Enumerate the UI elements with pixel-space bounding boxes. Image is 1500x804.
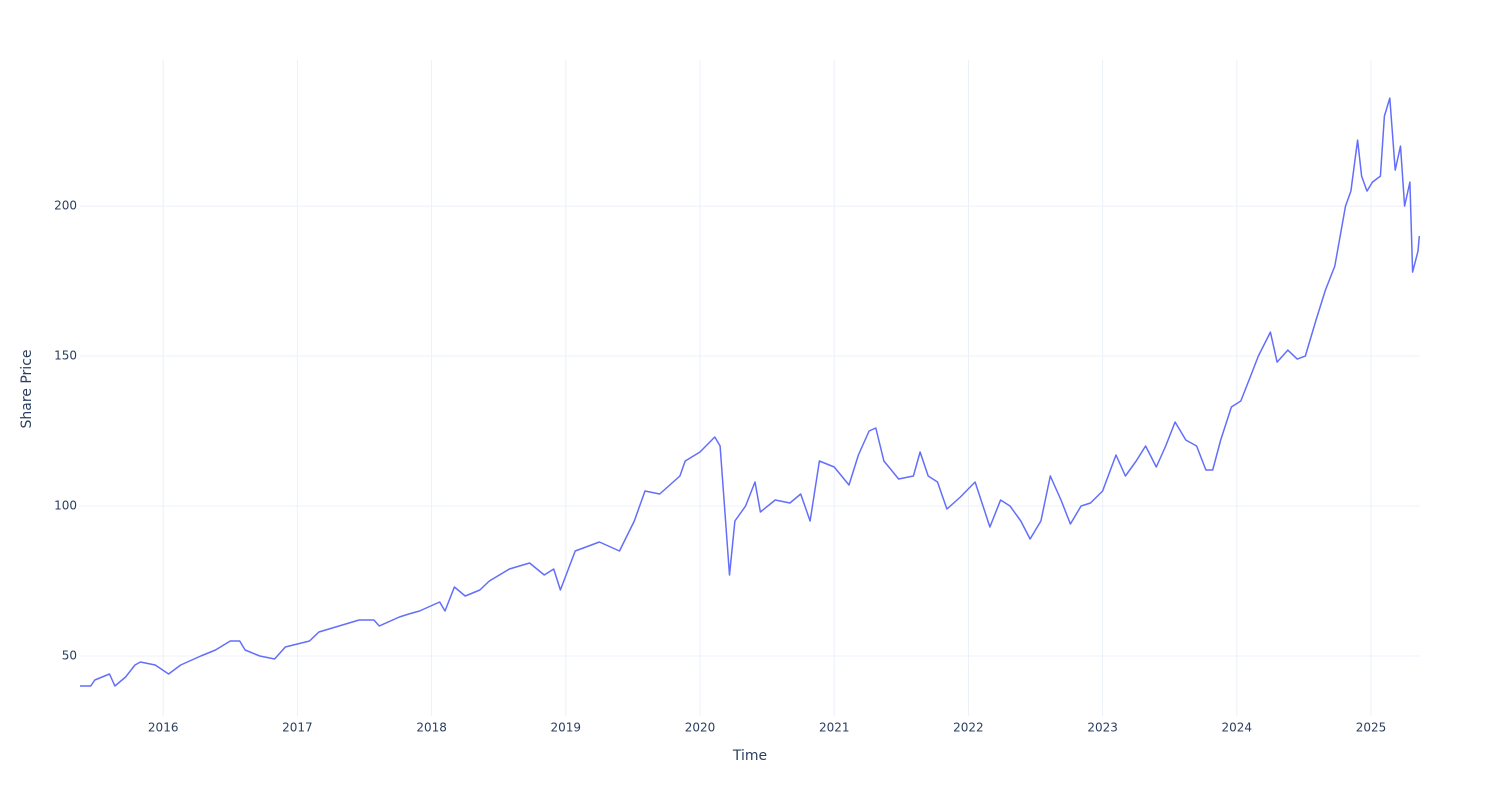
x-tick-label: 2017 xyxy=(282,721,313,735)
x-tick-label: 2022 xyxy=(953,721,984,735)
line xyxy=(80,97,1421,687)
x-tick-label: 2019 xyxy=(551,721,582,735)
y-tick-label: 100 xyxy=(54,499,77,513)
x-tick-label: 2020 xyxy=(685,721,716,735)
x-tick-label: 2016 xyxy=(148,721,179,735)
y-tick-label: 50 xyxy=(62,649,77,663)
y-tick-label: 200 xyxy=(54,199,77,213)
x-tick-label: 2025 xyxy=(1356,721,1387,735)
x-axis-label: Time xyxy=(732,748,767,764)
x-tick-label: 2021 xyxy=(819,721,850,735)
x-tick-label: 2023 xyxy=(1087,721,1118,735)
y-axis-label: Share Price xyxy=(19,349,35,428)
x-tick-label: 2018 xyxy=(416,721,447,735)
y-tick-label: 150 xyxy=(54,349,77,363)
x-tick-label: 2024 xyxy=(1222,721,1253,735)
